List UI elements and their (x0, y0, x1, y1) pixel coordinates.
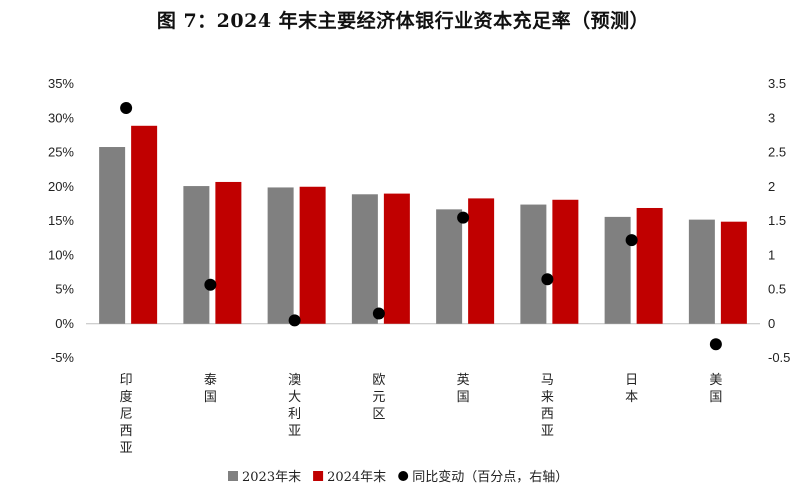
category-label-char: 欧 (372, 373, 385, 388)
category-label-char: 亚 (288, 424, 301, 439)
right-axis-tick-label: 0.5 (768, 282, 786, 297)
right-axis-tick-label: 3 (768, 110, 775, 125)
bar-2023 (351, 194, 378, 324)
chart-title: 图 7：2024 年末主要经济体银行业资本充足率（预测） (156, 10, 650, 32)
bar-2023 (604, 216, 631, 324)
right-axis-tick-label: 1 (768, 247, 775, 262)
legend-swatch-2024 (313, 471, 324, 481)
legend-swatch-change (398, 471, 409, 481)
legend-swatch-2023 (228, 471, 238, 481)
category-label-char: 西 (541, 407, 554, 422)
change-marker (288, 314, 301, 327)
category-label-char: 国 (709, 390, 722, 405)
category-label-char: 区 (372, 407, 385, 422)
category-label-char: 澳 (288, 372, 301, 388)
left-axis-tick-label: 25% (48, 145, 74, 160)
legend-label: 同比变动（百分点，右轴） (412, 469, 568, 484)
change-marker (204, 278, 217, 291)
left-axis-tick-label: 10% (48, 247, 74, 262)
left-axis-tick-label: 0% (55, 316, 74, 331)
bar-2024 (131, 125, 158, 324)
change-marker (541, 273, 554, 286)
bar-2024 (468, 198, 495, 324)
category-label-char: 印 (120, 373, 133, 388)
category-label-char: 泰 (204, 373, 217, 388)
left-axis-tick-label: 20% (48, 179, 74, 194)
category-label-char: 西 (120, 424, 133, 439)
category-label-char: 亚 (120, 441, 133, 456)
category-label-char: 马 (541, 373, 554, 388)
change-marker (372, 307, 385, 320)
bar-2024 (636, 207, 663, 324)
bar-2024 (215, 181, 242, 324)
legend-label: 2023年末 (242, 470, 301, 484)
category-label-char: 国 (204, 390, 217, 405)
bar-2024 (552, 199, 579, 324)
bar-2023 (436, 209, 463, 324)
left-axis-tick-label: 30% (48, 110, 74, 125)
bar-2023 (267, 187, 294, 324)
category-label-char: 本 (625, 390, 638, 405)
change-marker (625, 234, 638, 247)
category-label-char: 英 (457, 373, 470, 388)
bar-2023 (183, 186, 210, 324)
change-marker (709, 338, 722, 351)
bar-2023 (99, 147, 126, 324)
change-marker (457, 211, 470, 224)
category-label-char: 来 (541, 390, 554, 405)
category-label-char: 度 (120, 389, 133, 405)
category-label-char: 美 (709, 373, 722, 388)
category-label-char: 国 (457, 390, 470, 405)
right-axis-tick-label: 2 (768, 179, 775, 194)
change-marker (120, 101, 133, 114)
right-axis-tick-label: 1.5 (768, 213, 786, 228)
bar-2023 (688, 219, 715, 324)
left-axis-tick-label: 15% (48, 213, 74, 228)
bar-2024 (383, 193, 410, 324)
category-label-char: 亚 (541, 424, 554, 439)
category-label-char: 尼 (120, 407, 133, 422)
right-axis-tick-label: 0 (768, 316, 775, 331)
right-axis-tick-label: 2.5 (768, 145, 786, 160)
right-axis-tick-label: 3.5 (768, 76, 786, 91)
right-axis-tick-label: -0.5 (768, 350, 790, 365)
bar-2024 (299, 186, 326, 324)
category-label-char: 日 (625, 373, 638, 388)
category-label-char: 利 (288, 407, 301, 422)
left-axis-tick-label: -5% (51, 350, 75, 365)
left-axis-tick-label: 5% (55, 282, 74, 297)
category-label-char: 元 (372, 390, 385, 405)
category-label-char: 大 (288, 390, 301, 405)
legend-label: 2024年末 (327, 470, 386, 484)
bar-2023 (520, 204, 547, 324)
bar-2024 (720, 221, 747, 324)
left-axis-tick-label: 35% (48, 76, 74, 91)
